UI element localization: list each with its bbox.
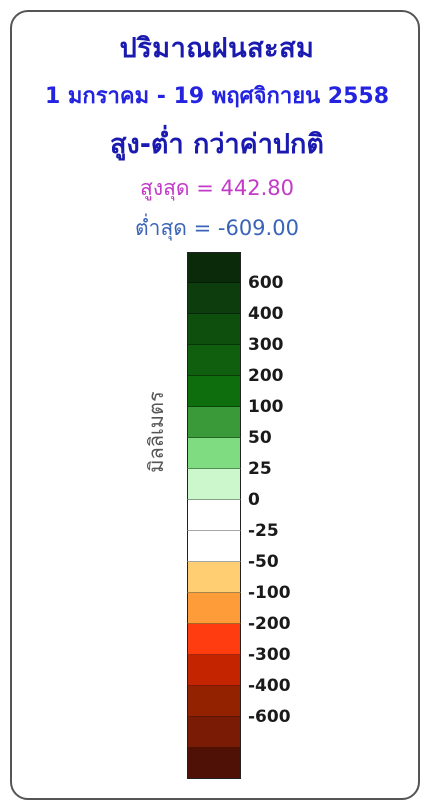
legend-date-range: 1 มกราคม - 19 พฤศจิกายน 2558 — [44, 84, 390, 109]
color-swatch — [187, 438, 241, 469]
tick-label: 200 — [248, 366, 284, 386]
color-swatch — [187, 407, 241, 438]
color-swatch — [187, 531, 241, 562]
tick-label: -200 — [248, 614, 291, 634]
color-swatch — [187, 624, 241, 655]
tick-label: 100 — [248, 397, 284, 417]
tick-label: 25 — [248, 459, 272, 479]
color-swatch — [187, 593, 241, 624]
tick-label: 400 — [248, 304, 284, 324]
tick-label: 300 — [248, 335, 284, 355]
legend-title: ปริมาณฝนสะสม — [119, 33, 315, 64]
tick-label: -300 — [248, 645, 291, 665]
color-scale-bar — [187, 252, 241, 779]
tick-label: 50 — [248, 428, 272, 448]
tick-label: -25 — [248, 521, 279, 541]
tick-label: 600 — [248, 273, 284, 293]
color-swatch — [187, 283, 241, 314]
color-swatch — [187, 655, 241, 686]
color-swatch — [187, 252, 241, 283]
color-swatch — [187, 469, 241, 500]
color-swatch — [187, 314, 241, 345]
min-value-label: ต่ำสุด = -609.00 — [135, 216, 299, 240]
color-swatch — [187, 376, 241, 407]
color-swatch — [187, 748, 241, 779]
color-swatch — [187, 686, 241, 717]
legend-subtitle: สูง-ต่ำ กว่าค่าปกติ — [110, 129, 324, 160]
tick-label: -100 — [248, 583, 291, 603]
color-swatch — [187, 345, 241, 376]
tick-label: 0 — [248, 490, 260, 510]
tick-label: -50 — [248, 552, 279, 572]
max-value-label: สูงสุด = 442.80 — [140, 176, 294, 200]
tick-label: -400 — [248, 676, 291, 696]
color-swatch — [187, 717, 241, 748]
color-swatch — [187, 562, 241, 593]
tick-label: -600 — [248, 707, 291, 727]
color-swatch — [187, 500, 241, 531]
unit-label: มิลลิเมตร — [144, 391, 168, 473]
